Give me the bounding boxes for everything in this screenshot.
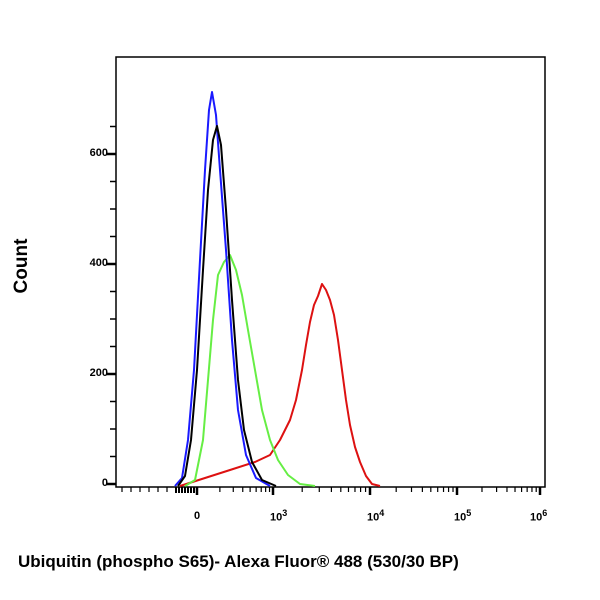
y-axis-label: Count [11, 238, 32, 294]
x-tick-1e5: 105 [454, 508, 472, 524]
green-histogram [184, 254, 316, 487]
x-axis-label: Ubiquitin (phospho S65)- Alexa Fluor® 48… [18, 552, 459, 571]
red-histogram [179, 283, 381, 487]
y-tick-600: 600 [89, 147, 108, 159]
x-tick-1e6: 106 [530, 508, 548, 524]
y-tick-400: 400 [89, 257, 108, 269]
x-tick-1e4: 104 [367, 508, 385, 524]
y-axis-ticks [106, 125, 116, 486]
y-tick-200: 200 [89, 367, 108, 379]
plot-frame [115, 56, 546, 488]
x-tick-0: 0 [194, 510, 201, 522]
x-axis-ticks [121, 487, 542, 495]
y-tick-0: 0 [101, 477, 108, 489]
x-tick-1e3: 103 [270, 508, 288, 524]
blue-histogram [174, 91, 271, 487]
black-histogram [177, 125, 277, 487]
